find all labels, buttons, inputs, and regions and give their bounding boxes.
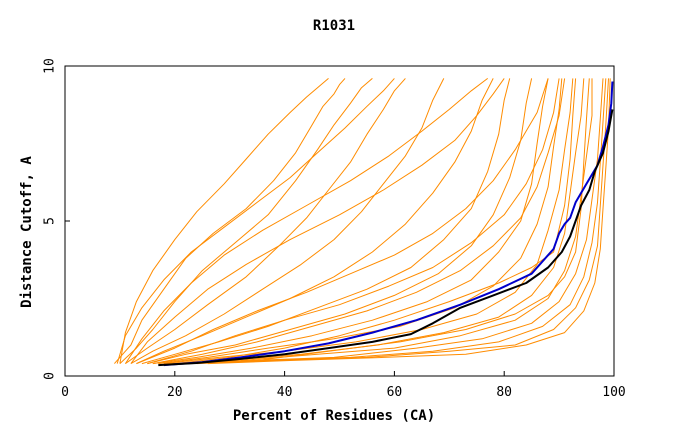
series-line	[119, 78, 329, 364]
x-tick-label: 20	[167, 385, 183, 400]
chart-title: R1031	[313, 18, 355, 34]
series-line	[191, 78, 590, 365]
series-line	[141, 78, 511, 365]
x-tick-label: 60	[387, 385, 403, 400]
x-tick-label: 80	[496, 385, 512, 400]
series-line	[174, 78, 577, 365]
y-tick-label: 5	[43, 217, 58, 225]
y-tick-label: 0	[43, 372, 58, 380]
series-line	[185, 78, 607, 365]
series-line	[152, 78, 566, 365]
series-line	[114, 78, 346, 364]
series-line	[130, 78, 505, 364]
series-line	[124, 78, 489, 364]
x-tick-label: 40	[277, 385, 293, 400]
series-line	[130, 78, 445, 365]
series-layer	[114, 78, 614, 367]
series-line	[180, 78, 604, 365]
series-line	[196, 78, 609, 365]
series-line	[152, 78, 549, 365]
series-line	[163, 81, 614, 367]
series-line	[158, 78, 563, 365]
series-line	[158, 109, 614, 367]
y-tick-label: 10	[43, 58, 58, 74]
series-line	[116, 78, 395, 364]
series-line	[125, 78, 406, 365]
series-line	[136, 78, 549, 365]
series-line	[169, 78, 585, 365]
plot-frame	[64, 65, 615, 377]
series-line	[119, 78, 373, 364]
series-line	[207, 78, 611, 365]
ticks-layer: 0 20 40 60 80 100 0 5 10	[43, 58, 626, 400]
x-axis-label: Percent of Residues (CA)	[233, 408, 435, 424]
series-line	[174, 78, 593, 365]
series-line	[136, 78, 494, 365]
series-line	[147, 78, 560, 365]
x-tick-label: 100	[602, 385, 625, 400]
x-tick-label: 0	[61, 385, 69, 400]
y-axis-label: Distance Cutoff, A	[19, 156, 35, 308]
series-line	[147, 78, 533, 365]
